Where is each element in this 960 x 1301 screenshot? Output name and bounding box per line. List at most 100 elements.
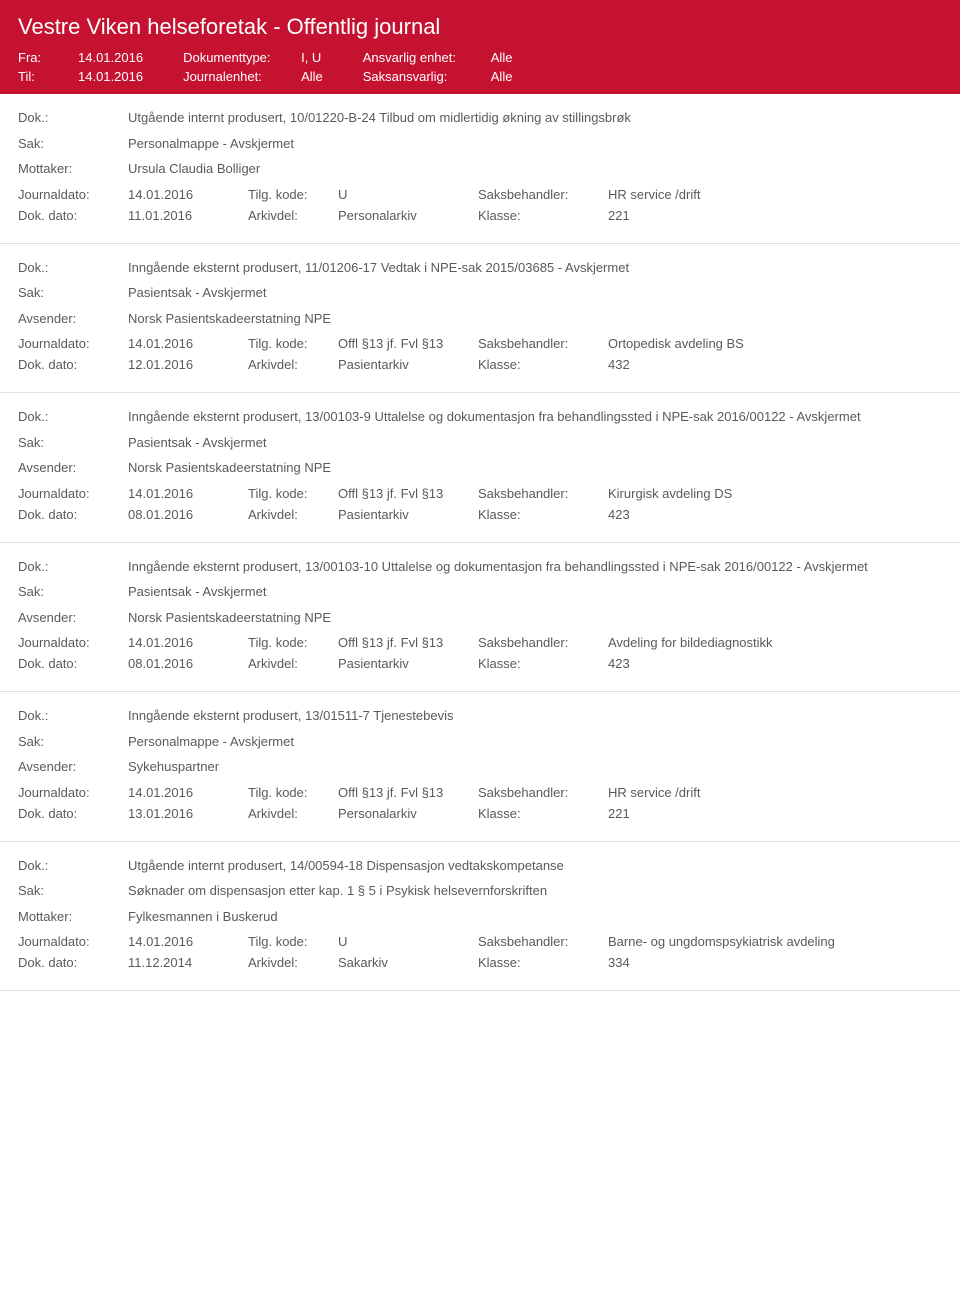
sak-label: Sak:: [18, 433, 128, 453]
header-meta: Fra: 14.01.2016 Til: 14.01.2016 Dokument…: [18, 50, 942, 84]
journaldato-value: 14.01.2016: [128, 635, 248, 650]
saksbehandler-label: Saksbehandler:: [478, 635, 608, 650]
dok-label: Dok.:: [18, 258, 128, 278]
dokdato-label: Dok. dato:: [18, 208, 128, 223]
klasse-value: 432: [608, 357, 942, 372]
journal-entry: Dok.: Utgående internt produsert, 14/005…: [0, 842, 960, 992]
ansvarlig-value: Alle: [491, 50, 513, 65]
klasse-value: 334: [608, 955, 942, 970]
journaldato-label: Journaldato:: [18, 187, 128, 202]
arkivdel-value: Pasientarkiv: [338, 656, 478, 671]
klasse-value: 221: [608, 208, 942, 223]
tilgkode-label: Tilg. kode:: [248, 785, 338, 800]
dokdato-label: Dok. dato:: [18, 955, 128, 970]
arkivdel-value: Personalarkiv: [338, 208, 478, 223]
til-value: 14.01.2016: [78, 69, 143, 84]
journaldato-value: 14.01.2016: [128, 785, 248, 800]
sak-label: Sak:: [18, 732, 128, 752]
klasse-value: 423: [608, 656, 942, 671]
dok-value: Utgående internt produsert, 14/00594-18 …: [128, 856, 942, 876]
sak-value: Søknader om dispensasjon etter kap. 1 § …: [128, 881, 942, 901]
journal-entry: Dok.: Inngående eksternt produsert, 13/0…: [0, 393, 960, 543]
doktype-label: Dokumenttype:: [183, 50, 293, 65]
arkivdel-value: Pasientarkiv: [338, 507, 478, 522]
sak-label: Sak:: [18, 283, 128, 303]
sak-value: Pasientsak - Avskjermet: [128, 433, 942, 453]
tilgkode-value: Offl §13 jf. Fvl §13: [338, 486, 478, 501]
saksbehandler-label: Saksbehandler:: [478, 934, 608, 949]
journal-entry: Dok.: Inngående eksternt produsert, 13/0…: [0, 543, 960, 693]
dokdato-label: Dok. dato:: [18, 507, 128, 522]
til-label: Til:: [18, 69, 70, 84]
arkivdel-value: Pasientarkiv: [338, 357, 478, 372]
klasse-value: 221: [608, 806, 942, 821]
fra-label: Fra:: [18, 50, 70, 65]
tilgkode-value: Offl §13 jf. Fvl §13: [338, 336, 478, 351]
sak-label: Sak:: [18, 582, 128, 602]
tilgkode-value: Offl §13 jf. Fvl §13: [338, 785, 478, 800]
journaldato-label: Journaldato:: [18, 934, 128, 949]
journal-entry: Dok.: Inngående eksternt produsert, 11/0…: [0, 244, 960, 394]
sak-value: Personalmappe - Avskjermet: [128, 732, 942, 752]
journaldato-label: Journaldato:: [18, 785, 128, 800]
klasse-value: 423: [608, 507, 942, 522]
party-value: Sykehuspartner: [128, 757, 942, 777]
dok-label: Dok.:: [18, 557, 128, 577]
sak-label: Sak:: [18, 134, 128, 154]
tilgkode-value: U: [338, 934, 478, 949]
party-value: Norsk Pasientskadeerstatning NPE: [128, 458, 942, 478]
arkivdel-label: Arkivdel:: [248, 208, 338, 223]
journaldato-label: Journaldato:: [18, 635, 128, 650]
saksbehandler-label: Saksbehandler:: [478, 336, 608, 351]
dok-value: Inngående eksternt produsert, 13/00103-1…: [128, 557, 942, 577]
dokdato-value: 12.01.2016: [128, 357, 248, 372]
journaldato-value: 14.01.2016: [128, 187, 248, 202]
journal-entry: Dok.: Utgående internt produsert, 10/012…: [0, 94, 960, 244]
ansvarlig-label: Ansvarlig enhet:: [363, 50, 483, 65]
saksbehandler-value: Ortopedisk avdeling BS: [608, 336, 942, 351]
journaldato-label: Journaldato:: [18, 486, 128, 501]
fra-value: 14.01.2016: [78, 50, 143, 65]
dokdato-value: 13.01.2016: [128, 806, 248, 821]
saksbehandler-label: Saksbehandler:: [478, 785, 608, 800]
party-label: Mottaker:: [18, 159, 128, 179]
tilgkode-label: Tilg. kode:: [248, 187, 338, 202]
saksbehandler-value: HR service /drift: [608, 785, 942, 800]
saksansvarlig-label: Saksansvarlig:: [363, 69, 483, 84]
klasse-label: Klasse:: [478, 507, 608, 522]
dok-value: Utgående internt produsert, 10/01220-B-2…: [128, 108, 942, 128]
saksbehandler-label: Saksbehandler:: [478, 187, 608, 202]
dokdato-value: 08.01.2016: [128, 656, 248, 671]
klasse-label: Klasse:: [478, 806, 608, 821]
tilgkode-value: U: [338, 187, 478, 202]
dokdato-value: 08.01.2016: [128, 507, 248, 522]
arkivdel-label: Arkivdel:: [248, 806, 338, 821]
party-label: Avsender:: [18, 757, 128, 777]
party-value: Norsk Pasientskadeerstatning NPE: [128, 608, 942, 628]
party-value: Ursula Claudia Bolliger: [128, 159, 942, 179]
saksbehandler-value: Kirurgisk avdeling DS: [608, 486, 942, 501]
saksbehandler-value: Avdeling for bildediagnostikk: [608, 635, 942, 650]
journalenhet-value: Alle: [301, 69, 323, 84]
journaldato-value: 14.01.2016: [128, 336, 248, 351]
party-label: Mottaker:: [18, 907, 128, 927]
arkivdel-label: Arkivdel:: [248, 507, 338, 522]
arkivdel-label: Arkivdel:: [248, 357, 338, 372]
klasse-label: Klasse:: [478, 208, 608, 223]
dok-value: Inngående eksternt produsert, 13/01511-7…: [128, 706, 942, 726]
doktype-value: I, U: [301, 50, 321, 65]
saksbehandler-value: HR service /drift: [608, 187, 942, 202]
party-label: Avsender:: [18, 309, 128, 329]
sak-value: Pasientsak - Avskjermet: [128, 283, 942, 303]
dokdato-label: Dok. dato:: [18, 357, 128, 372]
tilgkode-label: Tilg. kode:: [248, 336, 338, 351]
journaldato-value: 14.01.2016: [128, 934, 248, 949]
saksansvarlig-value: Alle: [491, 69, 513, 84]
tilgkode-label: Tilg. kode:: [248, 635, 338, 650]
party-label: Avsender:: [18, 608, 128, 628]
sak-value: Personalmappe - Avskjermet: [128, 134, 942, 154]
journaldato-label: Journaldato:: [18, 336, 128, 351]
sak-value: Pasientsak - Avskjermet: [128, 582, 942, 602]
dok-value: Inngående eksternt produsert, 11/01206-1…: [128, 258, 942, 278]
tilgkode-label: Tilg. kode:: [248, 486, 338, 501]
